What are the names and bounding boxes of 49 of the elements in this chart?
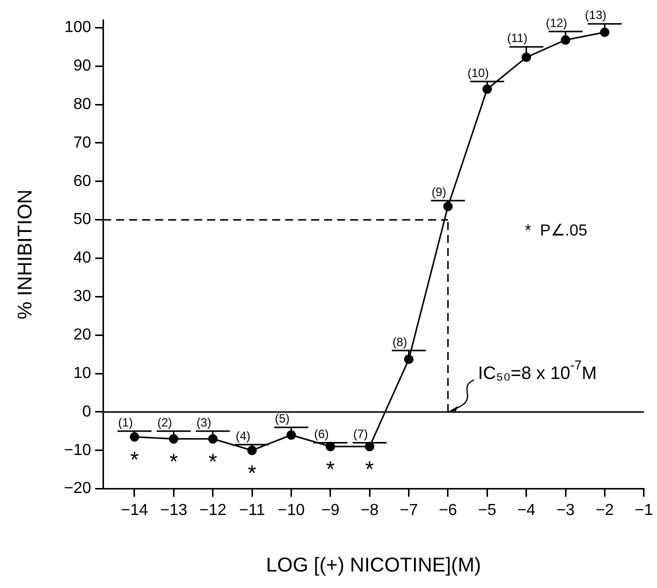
annotation: * (208, 448, 218, 474)
annotation: * (326, 456, 336, 482)
annotation: (12) (546, 16, 568, 30)
annotation: * (130, 446, 140, 472)
y-axis-title: % INHIBITION (14, 189, 37, 320)
annotation: * P∠.05 (524, 222, 588, 240)
annotation: (3) (196, 415, 212, 430)
x-tick-label: −3 (556, 502, 575, 519)
y-tick-label: 100 (64, 19, 92, 36)
x-tick-label: −6 (438, 502, 458, 519)
annotation: (2) (157, 415, 172, 430)
annotation: (9) (432, 184, 446, 199)
annotation: (7) (353, 427, 368, 441)
annotation: (10) (467, 66, 489, 80)
y-tick-label: 40 (73, 250, 92, 267)
y-tick-label: 60 (73, 172, 92, 190)
x-tick-label: −1 (634, 502, 654, 519)
y-tick-label: 30 (73, 288, 92, 306)
annotation: (8) (392, 334, 408, 349)
x-tick-label: −8 (360, 502, 379, 519)
annotation: * (365, 456, 374, 482)
x-tick-label: −2 (596, 502, 614, 519)
annotation: (13) (585, 8, 606, 22)
y-tick-label: 70 (73, 134, 92, 152)
y-tick-label: −20 (64, 480, 92, 498)
x-tick-label: −12 (199, 502, 227, 519)
annotation: (5) (274, 412, 290, 426)
y-tick-label: 10 (73, 364, 92, 382)
annotation: (6) (314, 427, 329, 441)
y-tick-label: −10 (64, 442, 92, 459)
y-tick-label: 80 (73, 96, 92, 113)
x-tick-label: −4 (517, 502, 536, 519)
annotation: (4) (236, 428, 250, 443)
y-tick-label: 0 (82, 403, 92, 420)
x-tick-label: −13 (160, 502, 188, 519)
x-tick-label: −14 (120, 502, 148, 519)
annotation: (11) (507, 31, 528, 46)
y-tick-label: 20 (73, 326, 92, 344)
x-axis-title: LOG [(+) NICOTINE](M) (266, 554, 482, 577)
x-tick-label: −9 (321, 502, 340, 519)
x-tick-label: −5 (478, 502, 496, 519)
x-tick-label: −11 (239, 502, 266, 519)
x-tick-label: −10 (278, 502, 305, 519)
annotation: * (169, 448, 178, 474)
y-tick-label: 50 (73, 211, 92, 228)
y-tick-label: 90 (73, 58, 92, 75)
annotation: * (248, 460, 257, 486)
x-tick-label: −7 (400, 502, 418, 519)
annotation: (1) (118, 415, 133, 430)
